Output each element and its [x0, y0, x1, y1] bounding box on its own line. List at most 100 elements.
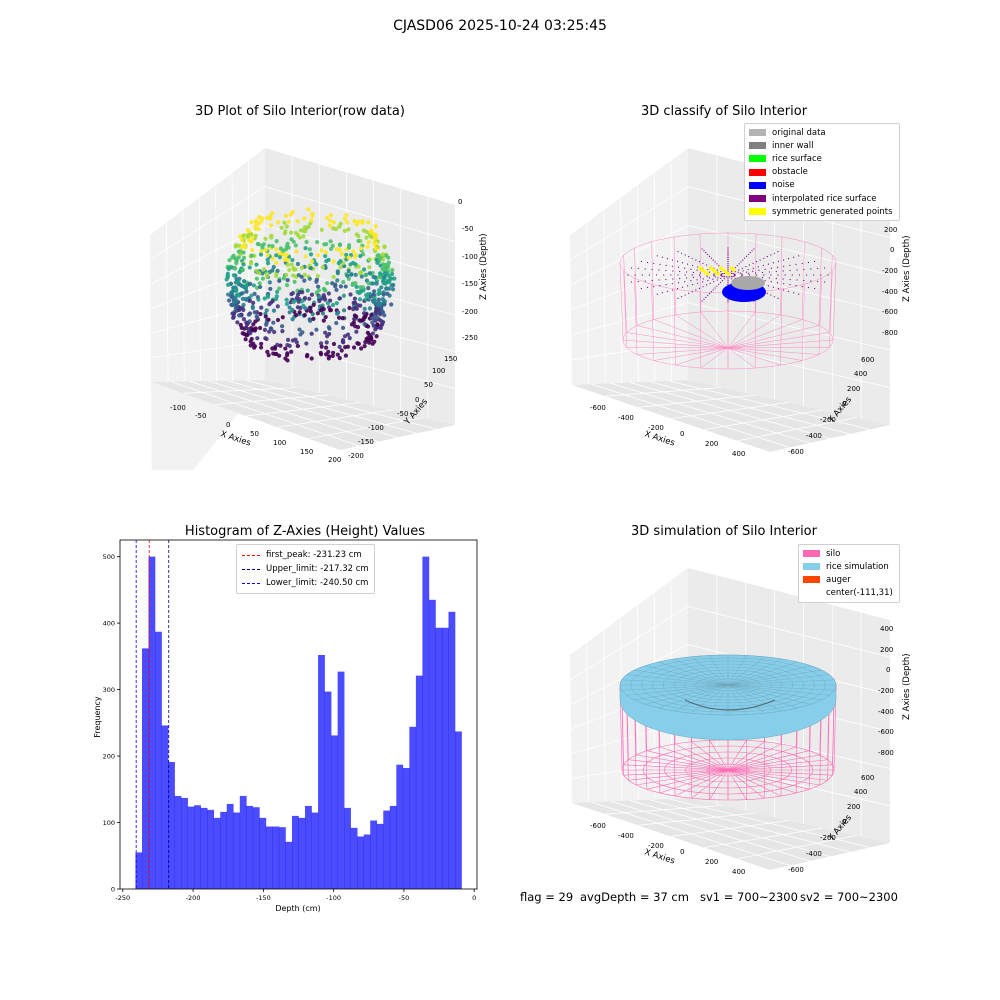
raw-ytick: 100 — [432, 367, 445, 375]
interpolated-point — [679, 277, 681, 280]
interpolated-point — [795, 285, 797, 287]
scatter-point — [266, 317, 271, 322]
interpolated-point — [696, 269, 698, 271]
surface-mesh-spoke — [634, 669, 729, 686]
interpolated-point — [672, 270, 674, 272]
status-sv1: sv1 = 700~2300 — [700, 890, 798, 904]
scatter-point — [278, 246, 284, 251]
scatter-point — [326, 257, 331, 262]
scatter-point — [284, 224, 289, 229]
histogram-bar — [226, 803, 234, 889]
legend-swatch — [803, 563, 820, 571]
scatter-point — [354, 329, 359, 334]
scatter-point — [255, 294, 260, 300]
scatter-point — [320, 265, 326, 270]
histogram-bar — [448, 611, 456, 889]
scatter-point — [265, 349, 270, 354]
interpolated-point — [721, 273, 723, 275]
x-tick-label: -50 — [399, 894, 410, 902]
histogram-bar — [148, 556, 156, 889]
interpolated-point — [637, 267, 639, 270]
scatter-point — [345, 273, 350, 278]
interpolated-point — [686, 277, 688, 279]
scatter-point — [324, 345, 329, 350]
interpolated-point — [727, 253, 729, 255]
surface-mesh-spoke — [727, 684, 747, 715]
scatter-point — [372, 314, 377, 320]
histogram-bar — [285, 841, 293, 889]
scatter-point — [359, 246, 364, 251]
scatter-point — [269, 327, 274, 332]
interpolated-point — [777, 274, 779, 276]
interpolated-point — [722, 273, 724, 275]
interpolated-point — [655, 274, 658, 276]
raw-ytick: -200 — [348, 452, 364, 460]
interpolated-point — [757, 266, 759, 268]
interpolated-point — [651, 279, 653, 282]
scatter-point — [364, 293, 369, 298]
scatter-point — [244, 297, 249, 302]
interpolated-point — [810, 268, 812, 270]
scatter-point — [271, 308, 277, 313]
interpolated-point — [688, 292, 690, 294]
interpolated-point — [814, 260, 816, 263]
sim-xtick: 200 — [705, 858, 718, 866]
scatter-point — [361, 267, 367, 272]
raw-xtick: -100 — [170, 404, 186, 412]
interpolated-point — [640, 260, 642, 263]
scatter-point — [258, 345, 264, 350]
scatter-point — [249, 293, 254, 298]
scatter-point — [336, 310, 341, 315]
legend-swatch — [803, 576, 820, 584]
scatter-point — [321, 318, 326, 323]
interpolated-point — [665, 269, 667, 272]
scatter-point — [244, 322, 249, 327]
histogram-bar — [187, 806, 195, 889]
sim-x-axis-label: X Axies — [643, 847, 676, 866]
scatter-point — [267, 280, 272, 285]
scatter-point — [348, 292, 353, 297]
scatter-point — [347, 335, 352, 341]
interpolated-point — [731, 278, 733, 280]
histogram-bar — [220, 811, 228, 889]
surface-mesh-spoke — [626, 674, 729, 686]
symmetric-point — [716, 272, 720, 276]
scatter-point — [330, 281, 335, 286]
interpolated-point — [772, 262, 775, 264]
scatter-point — [346, 268, 351, 274]
scatter-point — [390, 271, 395, 277]
scatter-point — [360, 220, 365, 225]
scatter-point — [229, 290, 235, 295]
legend-swatch — [749, 181, 766, 189]
scatter-point — [241, 317, 247, 322]
scatter-point — [297, 297, 302, 302]
scatter-point — [365, 324, 371, 329]
interpolated-point — [777, 288, 780, 290]
scatter-point — [264, 336, 269, 342]
interpolated-point — [737, 271, 739, 273]
scatter-point — [303, 229, 308, 234]
scatter-point — [295, 261, 301, 267]
scatter-point — [251, 283, 256, 288]
surface-mesh-spoke — [709, 684, 729, 715]
interpolated-point — [766, 256, 768, 258]
raw-xtick: 150 — [300, 448, 313, 456]
legend-swatch — [749, 142, 766, 150]
interpolated-point — [738, 269, 740, 271]
scatter-point — [277, 286, 282, 291]
scatter-point — [224, 277, 229, 282]
scatter-point — [370, 231, 375, 236]
histogram-bar — [350, 827, 358, 889]
interpolated-point — [823, 267, 826, 269]
histogram-bar — [291, 815, 299, 889]
surface-mesh-spoke — [727, 684, 835, 691]
symmetric-point — [732, 268, 736, 272]
interpolated-point — [705, 284, 708, 286]
scatter-point — [330, 302, 336, 308]
scatter-point — [378, 312, 383, 317]
interpolated-point — [661, 292, 663, 294]
status-flag: flag = 29 — [520, 890, 574, 904]
interpolated-point — [782, 289, 785, 291]
histogram-bar — [376, 823, 384, 889]
scatter-point — [248, 239, 253, 244]
